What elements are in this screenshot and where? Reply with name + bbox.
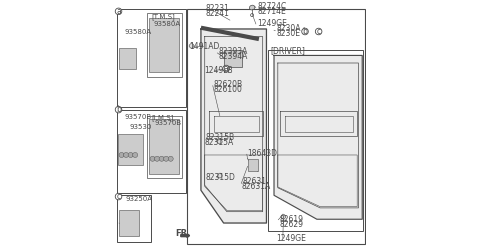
Circle shape (189, 44, 194, 48)
Text: 82631A: 82631A (242, 182, 271, 192)
Bar (117, 9, 186, 107)
Text: 82315B: 82315B (206, 133, 235, 142)
Bar (187, 9, 365, 244)
Bar (268, 50, 363, 231)
Bar (149, 18, 179, 72)
Circle shape (150, 156, 155, 161)
Circle shape (217, 173, 222, 178)
Circle shape (115, 8, 122, 15)
Text: 82619: 82619 (279, 215, 303, 224)
Text: 93570B: 93570B (125, 114, 152, 120)
Text: 82241: 82241 (206, 9, 230, 18)
Bar (224, 50, 241, 67)
FancyArrow shape (181, 234, 190, 237)
Text: 93570B: 93570B (155, 120, 181, 127)
Text: 82315A: 82315A (204, 138, 234, 147)
Ellipse shape (250, 5, 255, 10)
Circle shape (128, 152, 133, 158)
Circle shape (217, 139, 222, 144)
Text: b: b (302, 27, 308, 36)
Polygon shape (274, 55, 362, 219)
Text: 82714E: 82714E (257, 7, 286, 16)
Bar (117, 110, 186, 193)
Text: 1491AD: 1491AD (189, 42, 219, 51)
Text: c: c (117, 192, 120, 201)
Circle shape (164, 156, 168, 161)
Text: a: a (116, 7, 121, 16)
Circle shape (155, 156, 160, 161)
FancyBboxPatch shape (248, 159, 258, 171)
Text: 82394A: 82394A (218, 52, 248, 61)
Text: b: b (116, 105, 121, 114)
Text: 93580A: 93580A (125, 28, 152, 35)
Text: c: c (317, 27, 321, 36)
Circle shape (115, 106, 122, 113)
Text: [DRIVER]: [DRIVER] (271, 46, 306, 55)
Text: 8230A: 8230A (276, 24, 301, 33)
Text: 18643D: 18643D (248, 149, 277, 158)
Circle shape (159, 156, 164, 161)
Text: 1249GE: 1249GE (257, 19, 287, 28)
Bar (118, 134, 143, 165)
Circle shape (132, 152, 138, 158)
Bar (119, 48, 136, 69)
Text: 82315D: 82315D (206, 173, 236, 182)
Text: [T.M.S]: [T.M.S] (151, 13, 175, 20)
Circle shape (119, 152, 124, 158)
Text: 8230E: 8230E (276, 29, 300, 38)
Polygon shape (201, 29, 266, 223)
Text: 93250A: 93250A (125, 196, 152, 202)
Text: 93530: 93530 (129, 124, 152, 130)
Text: [I.M.S]: [I.M.S] (152, 114, 174, 120)
Text: FR.: FR. (175, 229, 191, 238)
Bar (149, 119, 179, 174)
Text: 82231: 82231 (206, 4, 230, 13)
Text: 82393A: 82393A (218, 47, 248, 56)
Bar (119, 210, 139, 236)
Text: a: a (224, 64, 228, 73)
Circle shape (281, 214, 286, 219)
Circle shape (123, 152, 129, 158)
Text: 82631: 82631 (242, 177, 266, 186)
Bar (147, 13, 182, 77)
Circle shape (168, 156, 173, 161)
Circle shape (302, 28, 308, 35)
Text: 826100: 826100 (214, 85, 242, 94)
Bar (117, 195, 151, 242)
Bar (147, 116, 182, 178)
Circle shape (315, 28, 322, 35)
Text: 82620B: 82620B (214, 80, 243, 89)
Text: 1249GE: 1249GE (276, 234, 306, 243)
Text: 82629: 82629 (279, 220, 303, 229)
Text: 82724C: 82724C (257, 2, 287, 11)
Circle shape (223, 65, 229, 72)
Text: 1249LB: 1249LB (204, 66, 233, 75)
Circle shape (115, 193, 122, 200)
Text: 93580A: 93580A (154, 21, 180, 27)
